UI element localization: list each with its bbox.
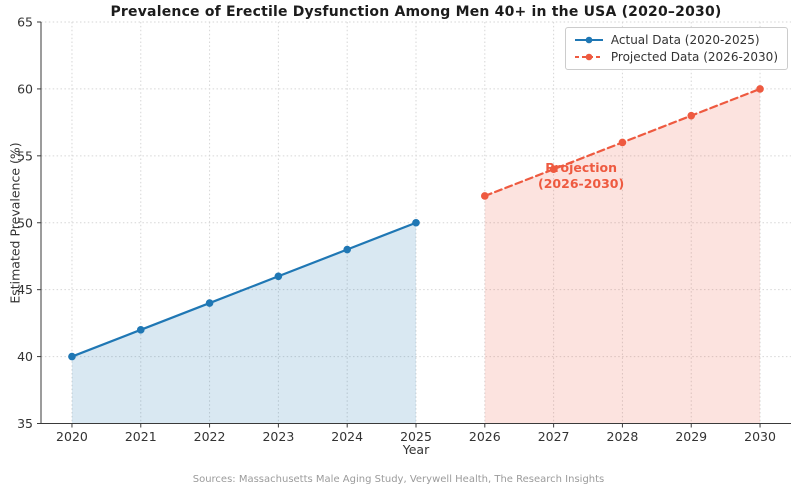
data-point-marker	[136, 326, 145, 334]
x-tick-label: 2023	[262, 429, 294, 444]
data-point-marker	[205, 299, 214, 307]
y-tick-label: 50	[17, 215, 33, 230]
projection-annotation: Projection (2026-2030)	[538, 160, 624, 192]
x-tick-label: 2027	[538, 429, 570, 444]
series-fill-area	[71, 222, 416, 424]
annotation-line-2: (2026-2030)	[538, 175, 625, 191]
data-point-marker	[481, 192, 489, 200]
x-tick-label: 2020	[56, 429, 88, 444]
x-tick-label: 2026	[469, 429, 501, 444]
legend-line-sample	[574, 53, 603, 61]
data-point-marker	[687, 111, 696, 120]
x-tick-label: 2022	[194, 429, 226, 444]
legend-label: Projected Data (2026-2030)	[610, 50, 778, 64]
series-line	[70, 221, 418, 358]
sources-note: Sources: Massachusetts Male Aging Study,…	[192, 474, 605, 485]
x-tick-label: 2024	[331, 429, 363, 444]
legend-entry: Actual Data (2020-2025)	[574, 33, 778, 47]
x-tick-label: 2025	[400, 429, 432, 444]
x-tick-label: 2028	[607, 429, 639, 444]
data-point-marker	[549, 165, 558, 174]
legend: Actual Data (2020-2025) Projected Data (2…	[564, 27, 788, 70]
data-point-marker	[412, 218, 420, 227]
y-tick-label: 60	[17, 81, 33, 96]
y-tick-label: 65	[17, 15, 33, 30]
legend-marker	[585, 53, 593, 61]
legend-line-sample	[574, 36, 603, 44]
x-tick-label: 2030	[744, 429, 776, 444]
x-axis-label: Year	[402, 442, 430, 457]
data-point-marker	[343, 245, 351, 254]
data-point-marker	[68, 352, 76, 361]
legend-label: Actual Data (2020-2025)	[610, 33, 760, 47]
chart-title: Prevalence of Erectile Dysfunction Among…	[110, 4, 722, 20]
x-tick-label: 2021	[125, 429, 157, 444]
y-tick-label: 35	[17, 416, 33, 431]
y-axis-label: Estimated Prevalence (%)	[7, 142, 23, 304]
legend-entry: Projected Data (2026-2030)	[574, 50, 778, 64]
annotation-line-1: Projection	[545, 159, 618, 175]
data-point-marker	[618, 138, 627, 147]
data-point-marker	[274, 272, 283, 281]
legend-marker	[585, 36, 593, 44]
x-tick-label: 2029	[675, 429, 707, 444]
data-point-marker	[756, 85, 764, 93]
y-tick-label: 55	[17, 148, 33, 163]
y-tick-label: 45	[17, 282, 33, 297]
y-tick-label: 40	[17, 349, 33, 364]
